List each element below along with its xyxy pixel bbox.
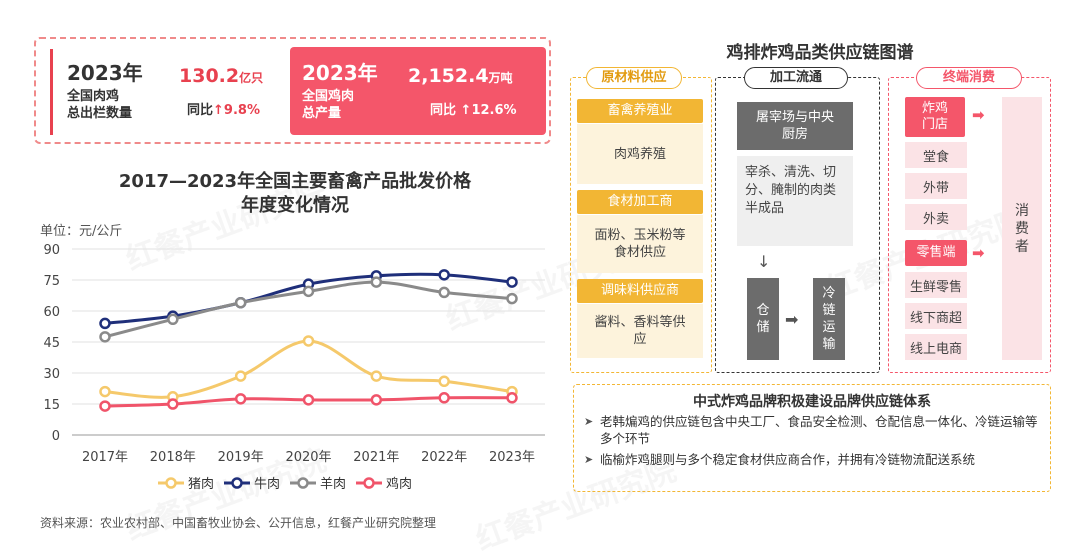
stat-label-1: 全国肉鸡 xyxy=(67,89,120,104)
y-tick-label: 90 xyxy=(43,243,60,258)
stat-yoy: 同比 ↑12.6% xyxy=(430,103,517,118)
channel-item: 生鲜零售 xyxy=(905,272,967,298)
data-point xyxy=(99,331,111,343)
supplier-tag: 调味料供应商 xyxy=(577,279,703,303)
data-point xyxy=(302,335,315,347)
data-point xyxy=(438,269,450,281)
channel-item: 线下商超 xyxy=(905,303,967,329)
legend-marker xyxy=(231,477,243,489)
legend-label: 鸡肉 xyxy=(386,476,412,492)
stat-label-2: 总出栏数量 xyxy=(67,106,133,121)
data-point xyxy=(370,394,383,406)
storage-box: 仓储 xyxy=(747,278,779,360)
cold-chain-box: 冷链运输 xyxy=(813,278,845,360)
stat-broiler-count: 2023年 全国肉鸡 总出栏数量 130.2亿只 同比↑9.8% xyxy=(50,49,322,135)
right-arrow-icon: ➡ xyxy=(785,310,799,329)
chart-unit: 单位：元/公斤 xyxy=(40,224,123,239)
channel-item: 外卖 xyxy=(905,204,967,230)
supplier-desc: 肉鸡养殖 xyxy=(577,124,703,184)
y-tick-label: 75 xyxy=(43,274,60,289)
data-point xyxy=(167,398,179,410)
stat-value: 2,152.4万吨 xyxy=(408,65,513,87)
data-point xyxy=(370,276,383,288)
y-tick-label: 15 xyxy=(43,398,60,413)
x-tick-label: 2023年 xyxy=(489,450,535,465)
stat-label-1: 全国鸡肉 xyxy=(302,89,355,104)
stat-year: 2023年 xyxy=(302,61,378,85)
supplier-tag: 畜禽养殖业 xyxy=(577,99,703,123)
y-tick-label: 0 xyxy=(52,429,60,444)
legend-marker xyxy=(165,477,177,489)
data-point xyxy=(438,392,450,404)
consumer-box: 消费者 xyxy=(1002,97,1042,360)
processing-header: 加工流通 xyxy=(744,67,848,89)
data-point xyxy=(370,370,383,382)
data-point xyxy=(506,292,518,305)
data-point xyxy=(234,296,247,309)
supplier-desc: 面粉、玉米粉等食材供应 xyxy=(577,215,703,273)
stats-panel: 2023年 全国肉鸡 总出栏数量 130.2亿只 同比↑9.8% 2023年 全… xyxy=(34,37,551,144)
x-tick-label: 2019年 xyxy=(218,450,264,465)
data-point xyxy=(506,276,518,288)
supplier-desc: 酱料、香料等供应 xyxy=(577,304,703,358)
data-point xyxy=(167,313,179,326)
consumption-header: 终端消费 xyxy=(916,67,1022,89)
stat-yoy: 同比↑9.8% xyxy=(187,103,260,118)
y-tick-label: 30 xyxy=(43,367,60,382)
legend-marker xyxy=(363,477,375,489)
legend-label: 羊肉 xyxy=(320,476,346,492)
data-source: 资料来源：农业农村部、中国畜牧业协会、公开信息，红餐产业研究院整理 xyxy=(40,516,437,530)
stat-year: 2023年 xyxy=(67,61,143,85)
legend-marker xyxy=(297,477,309,489)
right-arrow-icon: ➡ xyxy=(972,106,985,124)
channel-item: 线上电商 xyxy=(905,334,967,360)
data-point xyxy=(99,400,111,412)
y-tick-label: 60 xyxy=(43,305,60,320)
price-line-chart: 0 15 30 45 60 75 90 2017年 2018年 2019年 2020年 2021年 20… xyxy=(43,243,545,492)
x-tick-label: 2022年 xyxy=(421,450,467,465)
data-point xyxy=(302,394,315,406)
legend-label: 猪肉 xyxy=(188,477,214,492)
data-point xyxy=(302,285,315,298)
x-tick-label: 2017年 xyxy=(82,450,128,465)
retail-tag: 零售端 xyxy=(905,240,967,266)
right-arrow-icon: ➡ xyxy=(972,244,985,262)
stat-label-2: 总产量 xyxy=(302,106,342,121)
channel-item: 外带 xyxy=(905,173,967,199)
channel-item: 堂食 xyxy=(905,142,967,168)
data-point xyxy=(438,375,450,388)
supplier-tag: 食材加工商 xyxy=(577,190,703,214)
down-arrow-icon: ↓ xyxy=(757,252,771,271)
diagram-title: 鸡排炸鸡品类供应链图谱 xyxy=(726,43,914,63)
semi-product-desc: 宰杀、清洗、切分、腌制的肉类半成品 xyxy=(737,156,853,246)
brand-bullet: 临榆炸鸡腿则与多个稳定食材供应商合作，并拥有冷链物流配送系统 xyxy=(584,451,1044,468)
stat-value: 130.2亿只 xyxy=(179,65,264,87)
raw-material-header: 原材料供应 xyxy=(586,67,682,89)
slaughter-kitchen: 屠宰场与中央厨房 xyxy=(737,102,853,150)
brand-supply-chain-box: 中式炸鸡品牌积极建设品牌供应链体系 老韩煸鸡的供应链包含中央工厂、食品安全检测、… xyxy=(573,384,1051,492)
brand-box-title: 中式炸鸡品牌积极建设品牌供应链体系 xyxy=(693,394,931,410)
data-point xyxy=(99,317,111,330)
data-point xyxy=(506,392,518,404)
y-tick-label: 45 xyxy=(43,336,60,351)
chart-title: 2017—2023年全国主要畜禽产品批发价格 年度变化情况 xyxy=(118,171,472,216)
data-point xyxy=(438,286,450,299)
data-point xyxy=(234,393,247,405)
x-tick-label: 2018年 xyxy=(150,450,196,465)
store-tag: 炸鸡门店 xyxy=(905,97,965,137)
data-point xyxy=(234,370,247,382)
legend-label: 牛肉 xyxy=(254,477,280,492)
x-tick-label: 2020年 xyxy=(285,450,331,465)
x-tick-label: 2021年 xyxy=(353,450,399,465)
series-line-猪肉 xyxy=(104,339,513,399)
stat-chicken-output: 2023年 全国鸡肉 总产量 2,152.4万吨 同比 ↑12.6% xyxy=(290,47,546,135)
brand-bullet: 老韩煸鸡的供应链包含中央工厂、食品安全检测、仓配信息一体化、冷链运输等多个环节 xyxy=(584,413,1044,447)
data-point xyxy=(99,385,111,398)
